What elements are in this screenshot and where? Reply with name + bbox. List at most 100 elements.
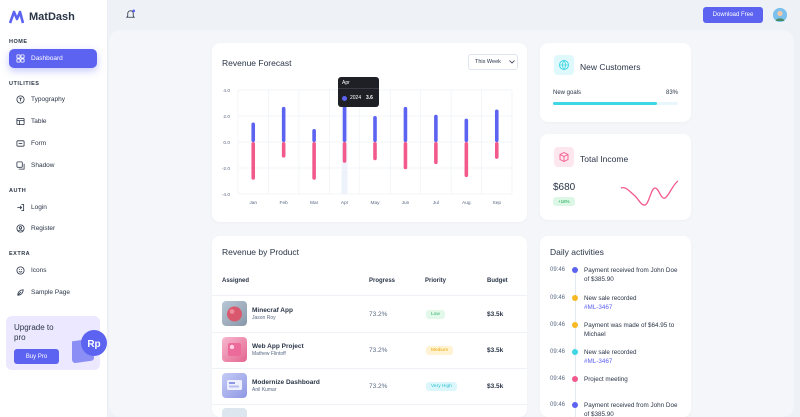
column-header-budget: Budget bbox=[487, 278, 508, 284]
product-budget: $3.5k bbox=[487, 311, 504, 318]
download-free-button[interactable]: Download Free bbox=[703, 7, 763, 23]
layout-icon bbox=[16, 54, 25, 63]
activity-dot bbox=[572, 295, 578, 301]
table-row[interactable]: Modernize Dashboard Anil Kumar 73.2% Ver… bbox=[212, 369, 527, 404]
sidebar-item-label: Typography bbox=[31, 96, 65, 103]
bell-icon[interactable] bbox=[125, 9, 136, 20]
tooltip-value: 3.6 bbox=[366, 95, 373, 101]
sidebar-item-typography[interactable]: Typography bbox=[9, 90, 97, 109]
income-sparkline bbox=[620, 180, 679, 206]
activity-dot bbox=[572, 376, 578, 382]
income-change-badge: +18% bbox=[553, 197, 575, 206]
sidebar-item-register[interactable]: Register bbox=[9, 219, 97, 238]
bar-positive bbox=[281, 106, 286, 142]
user-avatar-icon bbox=[773, 8, 787, 22]
product-thumbnail bbox=[222, 301, 247, 326]
bar-negative bbox=[281, 142, 286, 158]
register-icon bbox=[16, 224, 25, 233]
table-row[interactable]: Minecraf App Jason Roy 73.2% Low $3.5k bbox=[212, 296, 527, 331]
column-header-priority: Priority bbox=[425, 278, 447, 284]
activity-link[interactable]: #ML-3467 bbox=[584, 304, 613, 311]
smile-icon bbox=[16, 266, 25, 275]
globe-icon bbox=[559, 60, 569, 71]
login-icon bbox=[16, 203, 25, 212]
product-person: Anil Kumar bbox=[252, 387, 277, 393]
sidebar-item-label: Form bbox=[31, 140, 47, 147]
product-image-icon bbox=[228, 343, 241, 356]
goal-percent: 83% bbox=[665, 90, 678, 96]
product-progress: 73.2% bbox=[369, 383, 388, 390]
table-row[interactable]: Web App Project Mathew Flintoff 73.2% Me… bbox=[212, 333, 527, 368]
activity-text: Payment received from John Doe of $385.9… bbox=[584, 267, 678, 283]
activity-item: 09:46 Payment received from John Doe of … bbox=[540, 266, 691, 290]
table-divider bbox=[212, 332, 527, 333]
bar-positive bbox=[373, 116, 377, 142]
logo-icon bbox=[9, 10, 24, 24]
product-image-icon bbox=[227, 380, 242, 390]
product-budget: $3.5k bbox=[487, 347, 504, 354]
goal-label: New goals bbox=[553, 90, 582, 96]
product-name: Web App Project bbox=[252, 343, 304, 350]
x-tick-label: Apr bbox=[341, 200, 349, 206]
y-tick-label: -2.0 bbox=[222, 166, 231, 172]
bar-positive bbox=[464, 118, 469, 142]
table-divider bbox=[212, 295, 527, 296]
sidebar-item-label: Shadow bbox=[31, 162, 55, 169]
sidebar-item-shadow[interactable]: Shadow bbox=[9, 156, 97, 175]
product-person: Jason Roy bbox=[252, 315, 276, 321]
activity-item: 09:46 Project meeting bbox=[540, 375, 691, 391]
tooltip-series-dot bbox=[342, 96, 347, 101]
activity-time: 09:46 bbox=[550, 376, 566, 382]
revenue-forecast-card: Revenue Forecast This Week 4.0 2.0 0.0 -2.0… bbox=[212, 43, 527, 222]
sidebar: MatDash HOME Dashboard UTILITIES Typogra… bbox=[0, 0, 108, 417]
income-amount: $680 bbox=[553, 182, 576, 193]
sidebar-item-dashboard[interactable]: Dashboard bbox=[9, 49, 97, 68]
sidebar-item-login[interactable]: Login bbox=[9, 198, 97, 217]
product-person: Mathew Flintoff bbox=[252, 351, 286, 357]
form-icon bbox=[16, 139, 25, 148]
sidebar-item-form[interactable]: Form bbox=[9, 134, 97, 153]
activity-time: 09:46 bbox=[550, 322, 566, 328]
sidebar-item-table[interactable]: Table bbox=[9, 112, 97, 131]
product-progress: 73.2% bbox=[369, 347, 388, 354]
section-label-extra: EXTRA bbox=[9, 251, 31, 257]
activity-link[interactable]: #ML-3467 bbox=[584, 358, 613, 365]
product-name: Minecraf App bbox=[252, 307, 293, 314]
logo[interactable]: MatDash bbox=[9, 10, 75, 24]
buy-pro-button[interactable]: Buy Pro bbox=[14, 349, 59, 364]
product-thumbnail bbox=[222, 337, 247, 362]
x-tick-label: May bbox=[370, 200, 380, 206]
bar-positive bbox=[494, 109, 499, 142]
section-label-utilities: UTILITIES bbox=[9, 81, 40, 87]
sidebar-item-label: Dashboard bbox=[31, 55, 63, 62]
priority-badge: Very High bbox=[426, 382, 457, 391]
product-image-icon bbox=[227, 306, 242, 322]
period-select[interactable]: This Week bbox=[468, 54, 518, 70]
table-divider bbox=[212, 368, 527, 369]
section-label-auth: AUTH bbox=[9, 188, 27, 194]
x-tick-label: Aug bbox=[462, 200, 471, 206]
x-tick-label: Jul bbox=[433, 200, 439, 206]
upgrade-promo: Upgrade to pro Buy Pro Rp bbox=[6, 316, 107, 370]
x-tick-label: Jun bbox=[402, 200, 410, 206]
bar-negative bbox=[251, 142, 256, 180]
sidebar-item-sample-page[interactable]: Sample Page bbox=[9, 283, 97, 302]
sidebar-item-icons[interactable]: Icons bbox=[9, 261, 97, 280]
table-divider bbox=[212, 404, 527, 405]
bar-negative bbox=[434, 142, 438, 165]
avatar[interactable] bbox=[773, 8, 787, 22]
column-header-assigned: Assigned bbox=[222, 278, 250, 284]
timeline-line bbox=[575, 272, 576, 417]
sidebar-item-label: Sample Page bbox=[31, 289, 71, 296]
product-budget: $3.5k bbox=[487, 383, 504, 390]
bar-negative bbox=[312, 142, 316, 180]
rocket-badge-icon: Rp bbox=[72, 330, 107, 364]
revenue-forecast-chart: 4.0 2.0 0.0 -2.0 -4.0 Jan Feb Mar Apr May Jun Jul Au… bbox=[222, 88, 513, 206]
activity-text: Payment was made of $64.95 to Michael bbox=[584, 322, 675, 338]
bar-negative bbox=[403, 142, 408, 170]
x-tick-label: Jan bbox=[249, 200, 257, 206]
bar-negative bbox=[494, 142, 499, 159]
bar-negative bbox=[464, 142, 469, 178]
sidebar-item-label: Table bbox=[31, 118, 47, 125]
product-name: Modernize Dashboard bbox=[252, 379, 320, 386]
